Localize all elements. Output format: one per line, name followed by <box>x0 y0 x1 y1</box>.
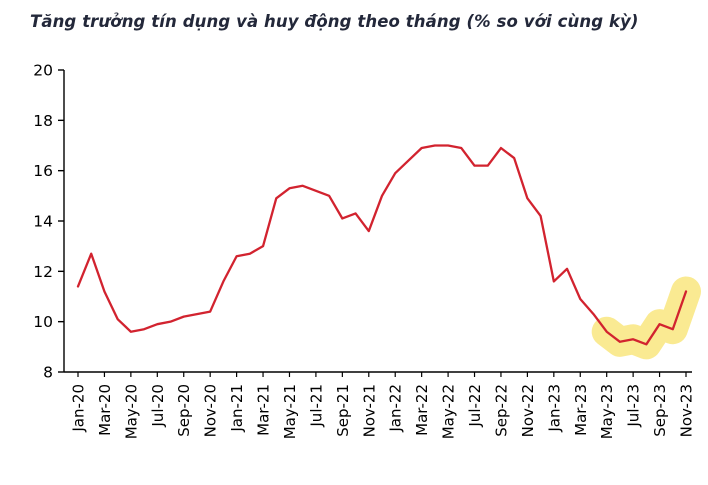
x-axis-tick-label: Nov-21 <box>360 384 378 437</box>
y-axis-tick-label: 10 <box>33 313 53 331</box>
x-axis-tick-label: Jul-20 <box>149 384 167 428</box>
x-axis-tick-label: May-22 <box>440 384 458 439</box>
x-axis-tick-label: Jul-21 <box>307 384 325 428</box>
x-axis-tick-label: Jan-22 <box>387 384 405 433</box>
x-axis-tick-label: May-20 <box>122 384 140 439</box>
x-axis-tick-label: Jul-23 <box>625 384 643 428</box>
x-axis-tick-label: Mar-20 <box>96 384 114 436</box>
x-axis-tick-label: Mar-22 <box>413 384 431 436</box>
y-axis-tick-label: 16 <box>33 162 53 180</box>
highlight-band <box>591 276 701 360</box>
x-axis-tick-label: Nov-20 <box>202 384 220 437</box>
x-axis-tick-label: May-23 <box>598 384 616 439</box>
y-axis-tick-label: 12 <box>33 263 53 281</box>
x-axis-tick-label: Jul-22 <box>466 384 484 428</box>
x-axis-tick-label: Mar-21 <box>255 384 273 436</box>
chart-title: Tăng trưởng tín dụng và huy động theo th… <box>30 12 639 31</box>
y-axis-tick-label: 8 <box>43 364 53 382</box>
credit-growth-line <box>76 144 688 346</box>
x-axis-tick-label: Sep-22 <box>492 384 510 437</box>
y-axis-tick-label: 20 <box>33 62 53 80</box>
x-axis-tick-label: Sep-23 <box>651 384 669 437</box>
x-axis-tick-label: Sep-20 <box>175 384 193 437</box>
x-axis-tick-label: Sep-21 <box>334 384 352 437</box>
x-axis-tick-label: Mar-23 <box>572 384 590 436</box>
x-axis-tick-label: Nov-22 <box>519 384 537 437</box>
x-axis-tick-label: Jan-21 <box>228 384 246 433</box>
x-axis-tick-label: Jan-20 <box>70 384 88 433</box>
x-axis-tick-label: May-21 <box>281 384 299 439</box>
x-axis-tick-label: Jan-23 <box>545 384 563 433</box>
y-axis-tick-label: 18 <box>33 112 53 130</box>
x-axis-tick-label: Nov-23 <box>678 384 696 437</box>
y-axis-tick-label: 14 <box>33 213 53 231</box>
